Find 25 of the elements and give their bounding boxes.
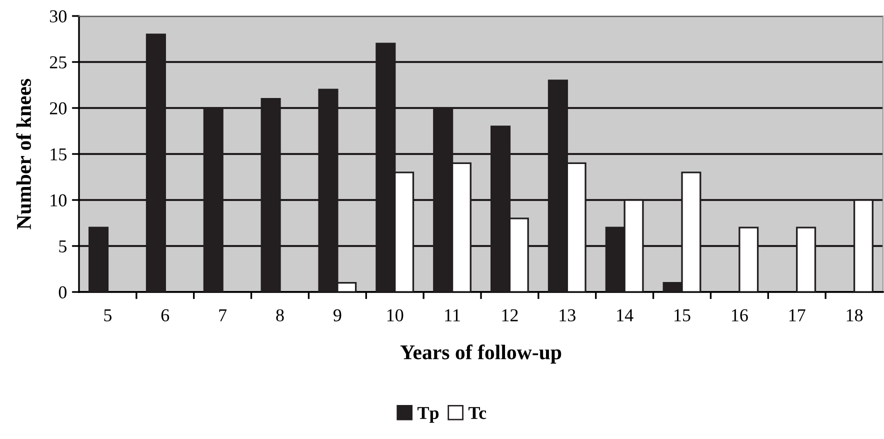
x-tick-label: 6 xyxy=(161,309,170,322)
x-tick-label: 11 xyxy=(445,309,460,322)
x-tick-label: 13 xyxy=(560,309,576,322)
x-tick-label: 16 xyxy=(732,309,748,322)
legend-label: Tp xyxy=(418,407,439,423)
y-tick-label: 0 xyxy=(58,286,67,298)
y-tick-label: 10 xyxy=(50,194,67,206)
x-tick-label: 10 xyxy=(387,309,404,322)
x-tick-label: 7 xyxy=(219,309,227,322)
x-tick-label: 14 xyxy=(617,309,634,322)
x-axis-title: Years of follow-up xyxy=(400,344,562,364)
x-tick-label: 8 xyxy=(276,309,284,322)
x-tick-label: 18 xyxy=(846,309,863,322)
y-tick-label: 15 xyxy=(50,148,66,160)
y-tick-label: 5 xyxy=(59,240,66,252)
x-tick-label: 15 xyxy=(674,309,690,322)
y-axis-title: Number of knees xyxy=(16,78,32,230)
x-tick-label: 5 xyxy=(104,309,112,322)
legend-label: Tc xyxy=(468,407,486,420)
x-tick-label: 12 xyxy=(502,309,518,322)
y-tick-label: 25 xyxy=(50,56,66,68)
y-tick-label: 20 xyxy=(50,102,67,114)
y-tick-label: 30 xyxy=(50,10,67,22)
x-tick-label: 17 xyxy=(789,309,806,322)
x-tick-label: 9 xyxy=(333,309,342,322)
